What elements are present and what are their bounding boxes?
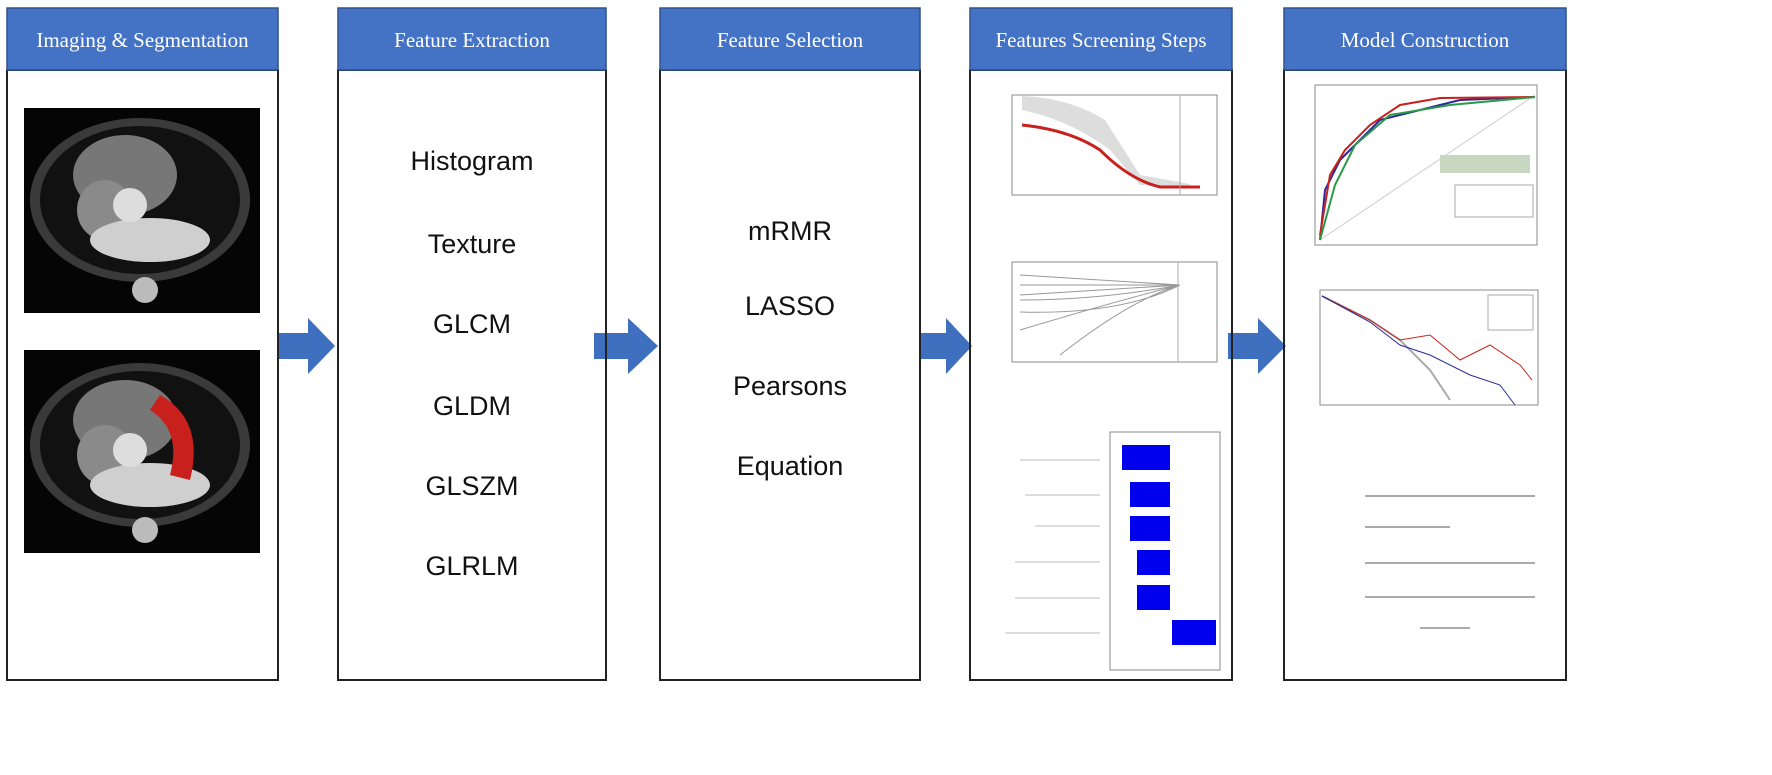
arrow (920, 318, 972, 374)
column-header (969, 7, 1233, 71)
feature-item: GLCM (433, 309, 511, 339)
lasso-path (1011, 261, 1218, 363)
feature-item: Pearsons (733, 371, 847, 401)
feature-item: GLRLM (425, 551, 518, 581)
arrow (278, 318, 335, 374)
feature-item: mRMR (748, 216, 832, 246)
arrow (594, 318, 658, 374)
feature-item: Equation (737, 451, 844, 481)
columns: Imaging & Segmentation Feature Extraction… (6, 7, 1567, 681)
decision-curve (1319, 289, 1539, 406)
cv-curve (1011, 94, 1218, 196)
column-title: Imaging & Segmentation (36, 28, 249, 52)
column-header (659, 7, 921, 71)
ct-image-segmented (24, 350, 260, 553)
feature-item: GLDM (433, 391, 511, 421)
feature-item: Texture (428, 229, 517, 259)
nomogram (1365, 495, 1535, 629)
column-title: Features Screening Steps (995, 28, 1206, 52)
ct-image (24, 108, 260, 313)
feature-item: GLSZM (425, 471, 518, 501)
column-title: Model Construction (1341, 28, 1510, 52)
arrow (1228, 318, 1286, 374)
column-box (969, 69, 1233, 681)
feature-item: Histogram (410, 146, 533, 176)
coefficient-bars (1005, 431, 1221, 671)
feature-item: LASSO (745, 291, 835, 321)
column-header (1283, 7, 1567, 71)
column-header (6, 7, 279, 71)
column-header (337, 7, 607, 71)
arrows (278, 318, 1286, 374)
column-title: Feature Selection (717, 28, 864, 52)
roc-curve (1314, 84, 1538, 246)
column-title: Feature Extraction (394, 28, 550, 52)
